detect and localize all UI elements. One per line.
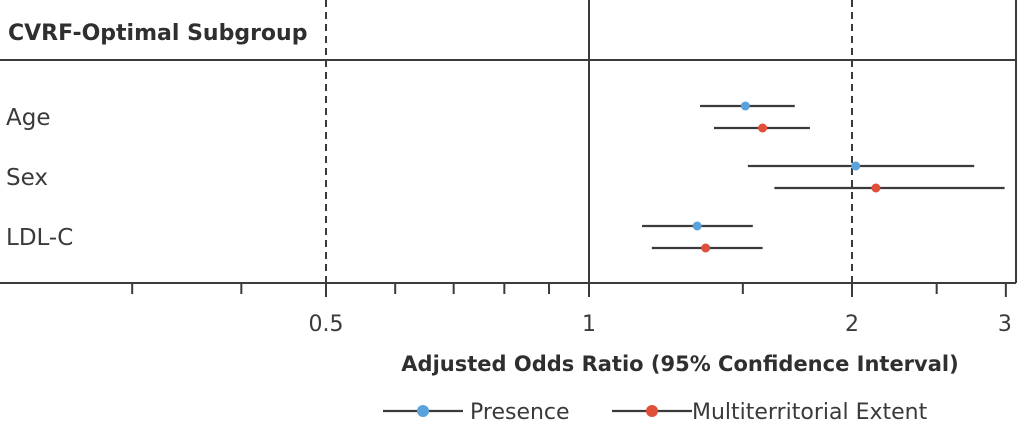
panel-title: CVRF-Optimal Subgroup [8,21,307,46]
row-label-sex: Sex [6,165,48,191]
legend-label-presence: Presence [470,400,570,425]
point-multiterritorial-extent-sex [871,183,881,193]
reference-lines [325,0,853,283]
point-presence-age [740,101,750,111]
row-label-ldl-c: LDL-C [6,225,73,251]
x-axis: 0.5 1 2 3 [131,283,1012,337]
legend-label-multiterritorial-extent: Multiterritorial Extent [692,400,928,425]
point-presence-sex [851,161,861,171]
legend-marker-presence [417,405,429,417]
legend: Presence Multiterritorial Extent [383,400,928,425]
point-multiterritorial-extent-age [758,123,768,133]
plot-frame [0,0,1017,284]
legend-marker-multiterritorial-extent [646,405,658,417]
estimate-marks [642,101,1005,253]
tick-label: 0.5 [309,312,344,337]
point-presence-ldl-c [692,221,702,231]
tick-label: 2 [845,312,859,337]
row-label-age: Age [6,105,50,131]
tick-label: 1 [582,312,596,337]
row-labels: Age Sex LDL-C [6,105,73,251]
point-multiterritorial-extent-ldl-c [701,243,711,253]
x-axis-label: Adjusted Odds Ratio (95% Confidence Inte… [401,352,958,376]
tick-label: 3 [998,312,1012,337]
